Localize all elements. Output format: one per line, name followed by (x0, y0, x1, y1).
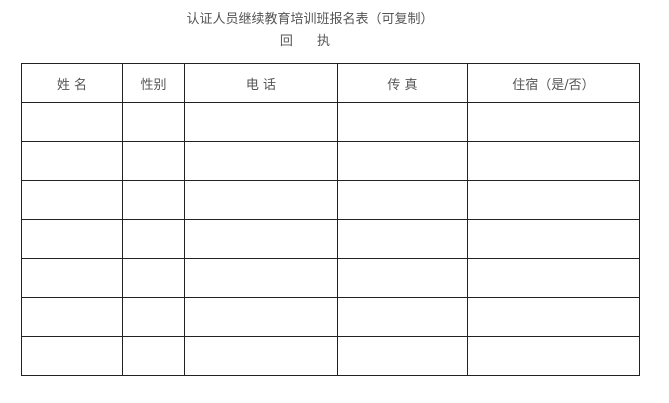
cell-gender[interactable] (122, 141, 185, 181)
table-row (21, 258, 640, 298)
document-subtitle: 回 执 (279, 34, 341, 49)
cell-fax[interactable] (337, 297, 468, 337)
cell-gender[interactable] (122, 297, 185, 337)
cell-fax[interactable] (337, 336, 468, 376)
cell-gender[interactable] (122, 180, 185, 220)
cell-lodging[interactable] (467, 297, 640, 337)
cell-gender[interactable] (122, 336, 185, 376)
registration-table: 姓 名 性别 电 话 传 真 住宿（是/否） (21, 63, 640, 376)
cell-phone[interactable] (184, 336, 338, 376)
cell-fax[interactable] (337, 258, 468, 298)
cell-phone[interactable] (184, 102, 338, 142)
header-name: 姓 名 (21, 63, 123, 103)
table-row (21, 180, 640, 220)
cell-phone[interactable] (184, 180, 338, 220)
cell-name[interactable] (21, 180, 123, 220)
document-title: 认证人员继续教育培训班报名表（可复制） (186, 12, 434, 27)
cell-gender[interactable] (122, 219, 185, 259)
cell-name[interactable] (21, 336, 123, 376)
table-row (21, 102, 640, 142)
header-phone: 电 话 (184, 63, 338, 103)
cell-phone[interactable] (184, 258, 338, 298)
header-fax: 传 真 (337, 63, 468, 103)
cell-lodging[interactable] (467, 102, 640, 142)
table-header-row: 姓 名 性别 电 话 传 真 住宿（是/否） (21, 63, 640, 103)
cell-phone[interactable] (184, 219, 338, 259)
cell-lodging[interactable] (467, 180, 640, 220)
cell-gender[interactable] (122, 102, 185, 142)
cell-fax[interactable] (337, 180, 468, 220)
cell-lodging[interactable] (467, 336, 640, 376)
table-row (21, 336, 640, 376)
table-row (21, 141, 640, 181)
cell-name[interactable] (21, 219, 123, 259)
cell-name[interactable] (21, 297, 123, 337)
cell-name[interactable] (21, 258, 123, 298)
table-row (21, 219, 640, 259)
cell-fax[interactable] (337, 102, 468, 142)
cell-phone[interactable] (184, 141, 338, 181)
header-lodging: 住宿（是/否） (467, 63, 640, 103)
header-gender: 性别 (122, 63, 185, 103)
cell-lodging[interactable] (467, 219, 640, 259)
table-row (21, 297, 640, 337)
cell-name[interactable] (21, 141, 123, 181)
cell-fax[interactable] (337, 141, 468, 181)
cell-name[interactable] (21, 102, 123, 142)
cell-phone[interactable] (184, 297, 338, 337)
cell-lodging[interactable] (467, 141, 640, 181)
cell-lodging[interactable] (467, 258, 640, 298)
cell-gender[interactable] (122, 258, 185, 298)
cell-fax[interactable] (337, 219, 468, 259)
